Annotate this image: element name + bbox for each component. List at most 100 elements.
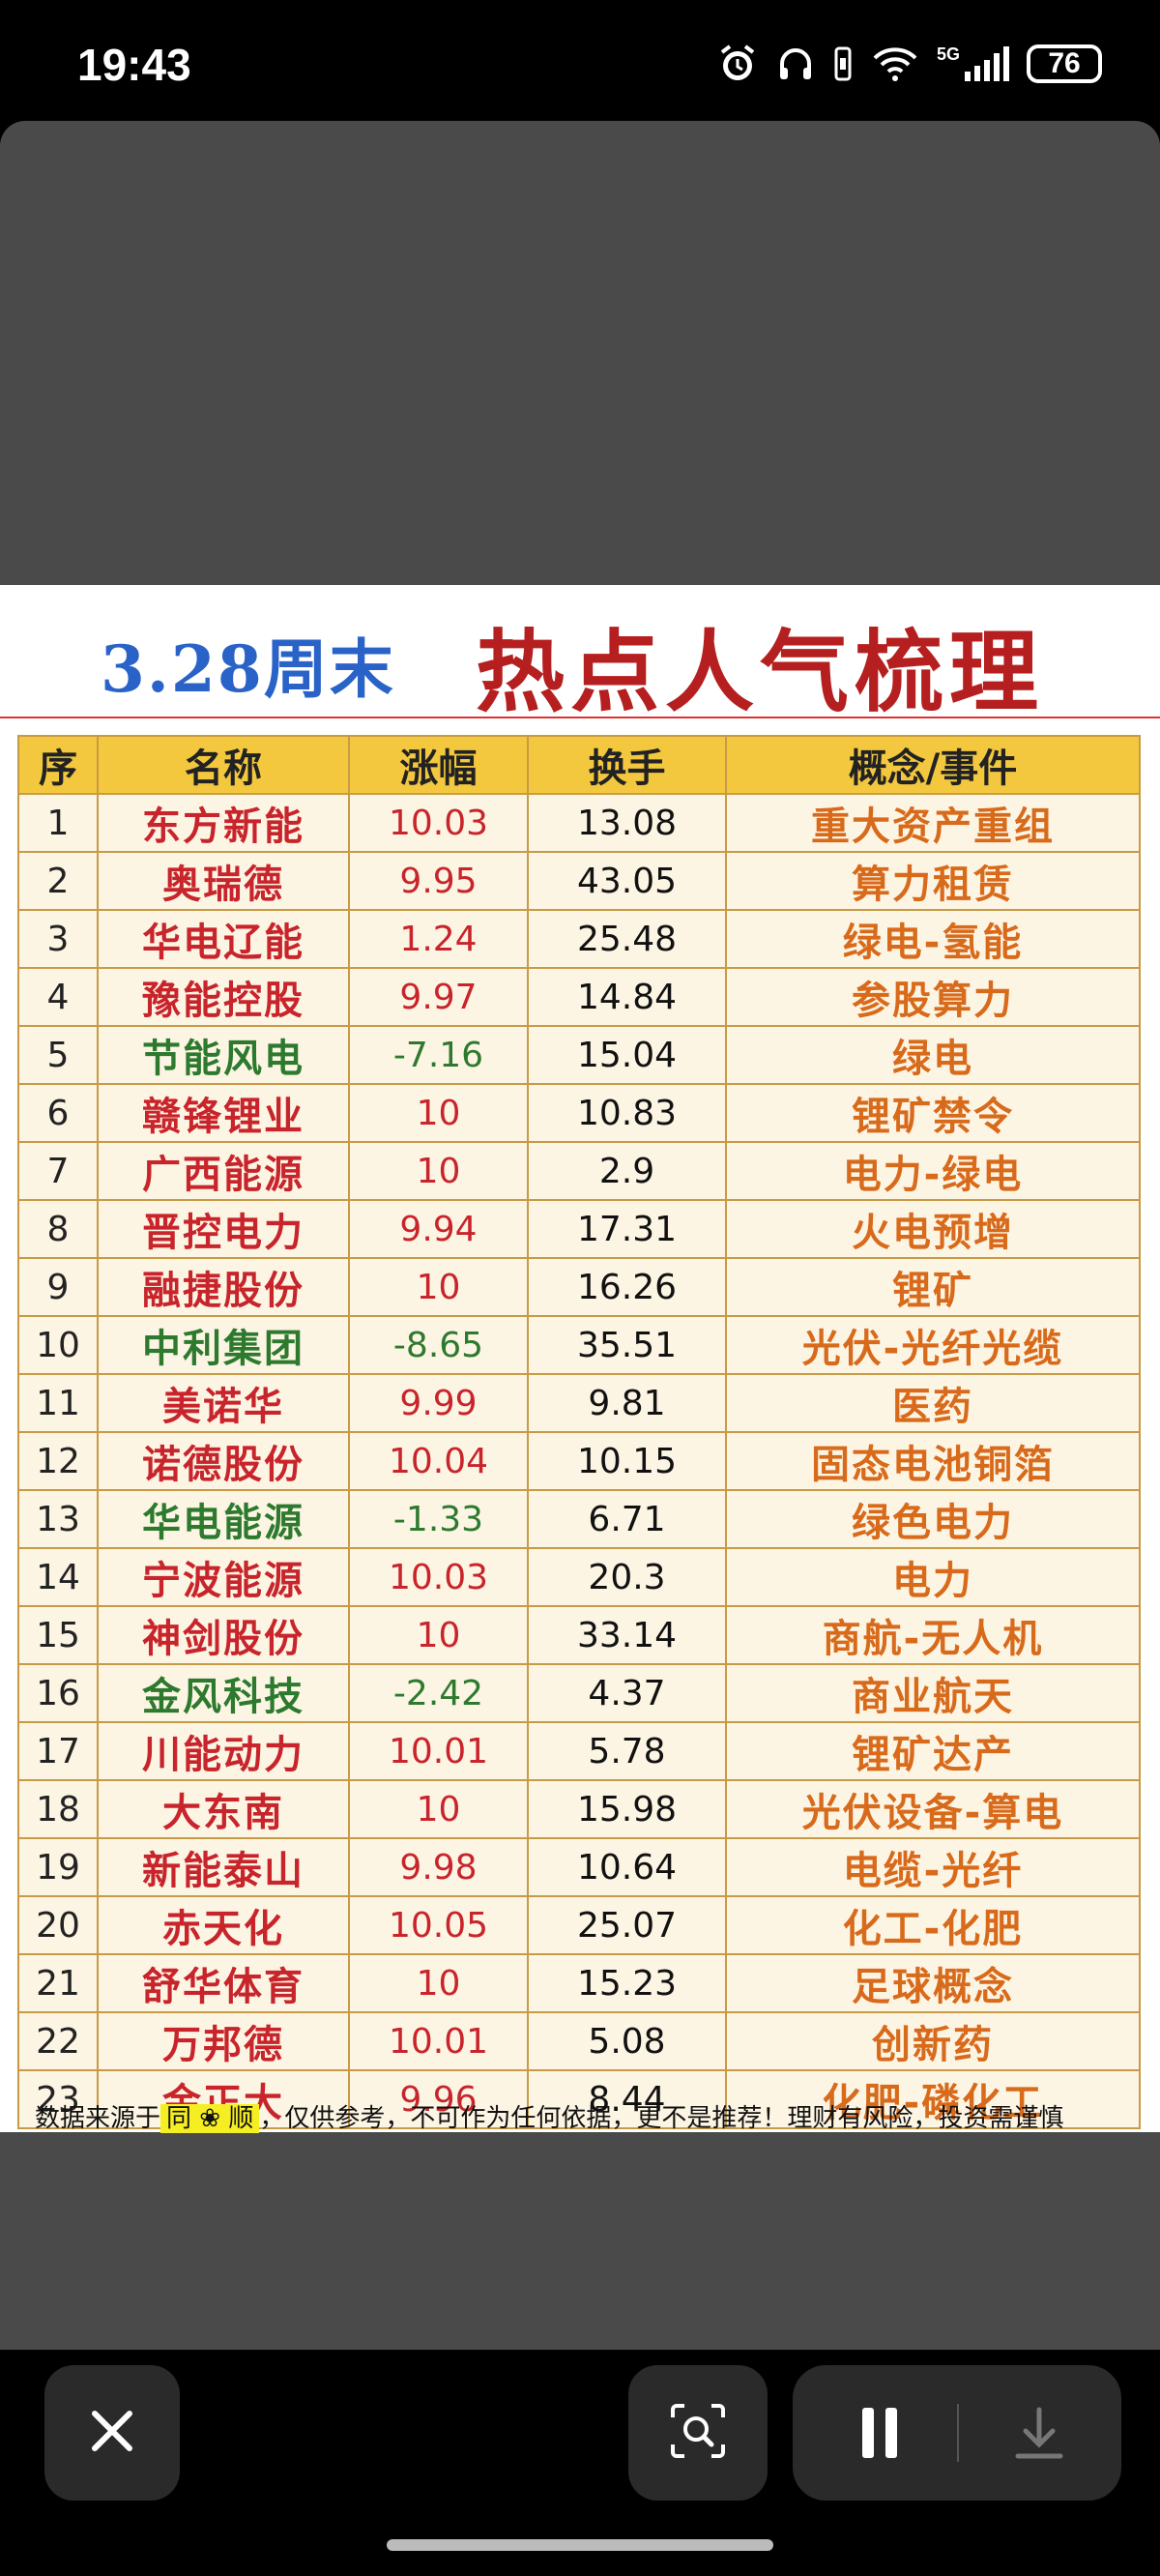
table-row: 6 赣锋锂业 10 10.83 锂矿禁令 [17, 1083, 1141, 1143]
stock-change: 9.98 [348, 1837, 529, 1897]
stock-turnover: 4.37 [527, 1663, 727, 1723]
viewer-controls [0, 2350, 1160, 2576]
footnote: 数据来源于同 ❀ 顺，仅供参考，不可作为任何依据，更不是推荐！理财有风险，投资需… [35, 2098, 1063, 2134]
status-icons: 5G 76 [716, 43, 1102, 85]
image-viewer[interactable]: 3.28周末 热点人气梳理 序 名称 涨幅 换手 概念/事件 1 东方新能 10.0… [0, 121, 1160, 2350]
stock-concept: 电缆-光纤 [725, 1837, 1141, 1897]
stock-concept: 化肥-磷化工 [725, 2069, 1141, 2129]
stock-concept: 商业航天 [725, 1663, 1141, 1723]
header-concept: 概念/事件 [725, 735, 1141, 795]
row-index: 2 [17, 851, 99, 911]
table-row: 19 新能泰山 9.98 10.64 电缆-光纤 [17, 1837, 1141, 1897]
stock-concept: 创新药 [725, 2011, 1141, 2071]
stock-concept: 锂矿禁令 [725, 1083, 1141, 1143]
stock-name: 东方新能 [97, 793, 350, 853]
stock-name: 神剑股份 [97, 1605, 350, 1665]
stock-change: 9.95 [348, 851, 529, 911]
table-row: 14 宁波能源 10.03 20.3 电力 [17, 1547, 1141, 1607]
row-index: 6 [17, 1083, 99, 1143]
image-title: 3.28周末 热点人气梳理 [0, 585, 1160, 724]
stock-turnover: 5.08 [527, 2011, 727, 2071]
lens-search-button[interactable] [628, 2365, 768, 2501]
table-body: 1 东方新能 10.03 13.08 重大资产重组 2 奥瑞德 9.95 43.05 算力租赁 3 华… [17, 793, 1141, 2129]
headphones-icon [776, 44, 815, 83]
table-row: 9 融捷股份 10 16.26 锂矿 [17, 1257, 1141, 1317]
row-index: 13 [17, 1489, 99, 1549]
stock-concept: 绿电-氢能 [725, 909, 1141, 969]
vibrate-icon [832, 44, 854, 83]
stock-concept: 电力-绿电 [725, 1141, 1141, 1201]
row-index: 9 [17, 1257, 99, 1317]
close-button[interactable] [44, 2365, 180, 2501]
stock-concept: 化工-化肥 [725, 1895, 1141, 1955]
stock-change: 10.03 [348, 793, 529, 853]
lens-search-icon [667, 2400, 729, 2466]
row-index: 22 [17, 2011, 99, 2071]
pause-button[interactable] [851, 2404, 909, 2466]
table-row: 1 东方新能 10.03 13.08 重大资产重组 [17, 793, 1141, 853]
table-row: 3 华电辽能 1.24 25.48 绿电-氢能 [17, 909, 1141, 969]
row-index: 21 [17, 1953, 99, 2013]
download-button[interactable] [1010, 2404, 1068, 2466]
table-row: 22 万邦德 10.01 5.08 创新药 [17, 2011, 1141, 2071]
table-row: 18 大东南 10 15.98 光伏设备-算电 [17, 1779, 1141, 1839]
stock-change: -7.16 [348, 1025, 529, 1085]
signal-icon: 5G [937, 44, 1009, 83]
stock-concept: 火电预增 [725, 1199, 1141, 1259]
status-time: 19:43 [77, 40, 191, 90]
stock-name: 大东南 [97, 1779, 350, 1839]
stock-change: 10.03 [348, 1547, 529, 1607]
stock-name: 金风科技 [97, 1663, 350, 1723]
title-date: 3.28周末 [101, 631, 395, 707]
stock-concept: 算力租赁 [725, 851, 1141, 911]
table-row: 17 川能动力 10.01 5.78 锂矿达产 [17, 1721, 1141, 1781]
alarm-icon [716, 43, 759, 85]
stock-turnover: 5.78 [527, 1721, 727, 1781]
stock-turnover: 15.23 [527, 1953, 727, 2013]
download-icon [1015, 2407, 1063, 2459]
stock-change: 9.97 [348, 967, 529, 1027]
network-type: 5G [936, 44, 960, 64]
row-index: 10 [17, 1315, 99, 1375]
stock-name: 广西能源 [97, 1141, 350, 1201]
footnote-post: ，仅供参考，不可作为任何依据，更不是推荐！理财有风险，投资需谨慎 [259, 2104, 1064, 2133]
stock-concept: 足球概念 [725, 1953, 1141, 2013]
stock-turnover: 43.05 [527, 851, 727, 911]
pill-divider [957, 2404, 959, 2462]
stock-name: 川能动力 [97, 1721, 350, 1781]
stock-name: 赣锋锂业 [97, 1083, 350, 1143]
table-row: 10 中利集团 -8.65 35.51 光伏-光纤光缆 [17, 1315, 1141, 1375]
stock-name: 奥瑞德 [97, 851, 350, 911]
row-index: 11 [17, 1373, 99, 1433]
stock-change: 10 [348, 1083, 529, 1143]
row-index: 17 [17, 1721, 99, 1781]
battery-icon: 76 [1027, 44, 1102, 83]
stock-name: 融捷股份 [97, 1257, 350, 1317]
table-row: 20 赤天化 10.05 25.07 化工-化肥 [17, 1895, 1141, 1955]
stock-turnover: 15.98 [527, 1779, 727, 1839]
stock-table: 序 名称 涨幅 换手 概念/事件 1 东方新能 10.03 13.08 重大资产重组 2 奥… [17, 735, 1141, 2129]
status-bar: 19:43 5G 76 [0, 0, 1160, 116]
stock-change: 10 [348, 1605, 529, 1665]
stock-name: 赤天化 [97, 1895, 350, 1955]
row-index: 3 [17, 909, 99, 969]
stock-concept: 电力 [725, 1547, 1141, 1607]
table-row: 2 奥瑞德 9.95 43.05 算力租赁 [17, 851, 1141, 911]
header-turnover: 换手 [527, 735, 727, 795]
table-row: 8 晋控电力 9.94 17.31 火电预增 [17, 1199, 1141, 1259]
table-row: 15 神剑股份 10 33.14 商航-无人机 [17, 1605, 1141, 1665]
stock-change: 10.05 [348, 1895, 529, 1955]
row-index: 15 [17, 1605, 99, 1665]
stock-name: 豫能控股 [97, 967, 350, 1027]
table-row: 11 美诺华 9.99 9.81 医药 [17, 1373, 1141, 1433]
home-indicator[interactable] [387, 2539, 773, 2551]
stock-name: 节能风电 [97, 1025, 350, 1085]
row-index: 23 [17, 2069, 99, 2129]
title-divider [0, 717, 1160, 718]
row-index: 14 [17, 1547, 99, 1607]
stock-change: 10 [348, 1779, 529, 1839]
stock-turnover: 33.14 [527, 1605, 727, 1665]
table-header: 序 名称 涨幅 换手 概念/事件 [17, 735, 1141, 795]
stock-change: -1.33 [348, 1489, 529, 1549]
stock-concept: 固态电池铜箔 [725, 1431, 1141, 1491]
